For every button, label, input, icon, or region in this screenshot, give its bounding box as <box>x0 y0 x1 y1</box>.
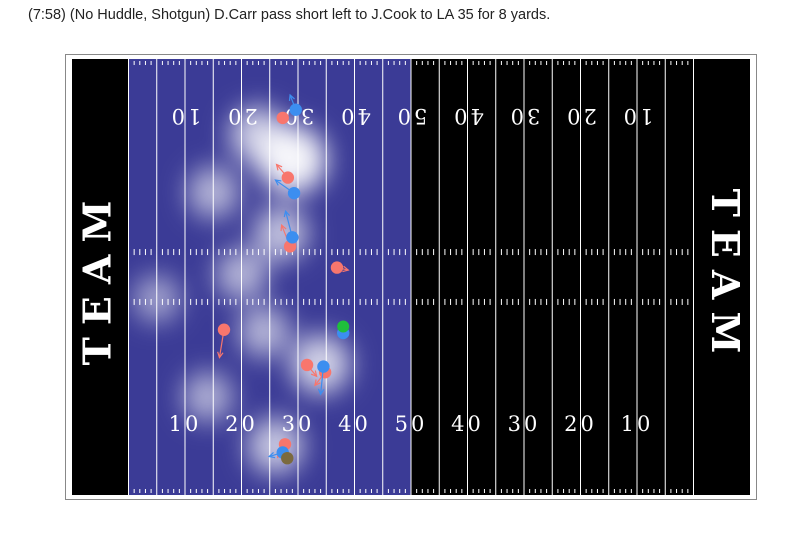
endzone-label-right: TEAM <box>703 189 748 366</box>
velocity-arrowhead <box>280 223 287 232</box>
heatmap-hotspot <box>182 371 233 422</box>
velocity-arrowhead <box>310 370 318 378</box>
yard-number-top: 30 <box>508 104 541 128</box>
yard-number-top: 40 <box>338 104 371 128</box>
player-markers <box>217 93 350 465</box>
velocity-arrowhead <box>274 179 282 186</box>
yard-number-top: 50 <box>395 104 428 128</box>
yard-number: 40 <box>338 412 371 436</box>
yard-number: 50 <box>395 412 428 436</box>
defense-player-marker <box>287 186 301 200</box>
velocity-arrowhead <box>217 351 224 359</box>
defense-player-marker <box>317 360 330 373</box>
endzone-labels: TEAM TEAM <box>74 189 748 366</box>
velocity-arrowhead <box>288 93 295 102</box>
velocity-arrowhead <box>275 163 283 171</box>
yard-number: 30 <box>282 412 315 436</box>
football-player-marker <box>337 320 350 333</box>
velocity-arrowhead <box>342 265 350 273</box>
heatmap-hotspot <box>238 305 290 358</box>
yard-number-top: 20 <box>225 104 258 128</box>
yard-number: 20 <box>225 412 258 436</box>
yard-number: 40 <box>451 412 484 436</box>
yard-number: 20 <box>564 412 597 436</box>
heatmap-hotspot <box>229 106 288 164</box>
defense-player-marker <box>289 103 302 116</box>
velocity-arrowhead <box>283 209 290 218</box>
yard-number-top: 10 <box>621 104 654 128</box>
heatmap-density <box>133 106 351 474</box>
offense-player-marker <box>276 111 289 125</box>
offense-player-marker <box>330 261 344 274</box>
play-description: (7:58) (No Huddle, Shotgun) D.Carr pass … <box>28 7 551 23</box>
offense-player-marker <box>300 358 314 372</box>
endzone-label-left: TEAM <box>74 189 119 366</box>
defense-player-marker <box>286 231 299 244</box>
velocity-arrowhead <box>314 379 321 387</box>
yard-number-top: 40 <box>451 104 484 128</box>
offense-player-marker <box>281 171 295 184</box>
field-markings <box>128 59 694 495</box>
ball_carrier-player-marker <box>281 451 294 465</box>
yard-number-top: 20 <box>564 104 597 128</box>
velocity-arrowhead <box>267 451 276 459</box>
velocity-arrowhead <box>317 388 325 396</box>
yard-number: 10 <box>621 412 654 436</box>
offense-player-marker <box>217 323 231 336</box>
yard-number: 10 <box>169 412 202 436</box>
yard-number: 30 <box>508 412 541 436</box>
yard-number-top: 10 <box>169 104 202 128</box>
